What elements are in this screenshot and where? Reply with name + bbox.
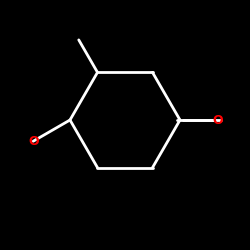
Text: O: O bbox=[28, 135, 38, 148]
Text: O: O bbox=[212, 114, 223, 126]
